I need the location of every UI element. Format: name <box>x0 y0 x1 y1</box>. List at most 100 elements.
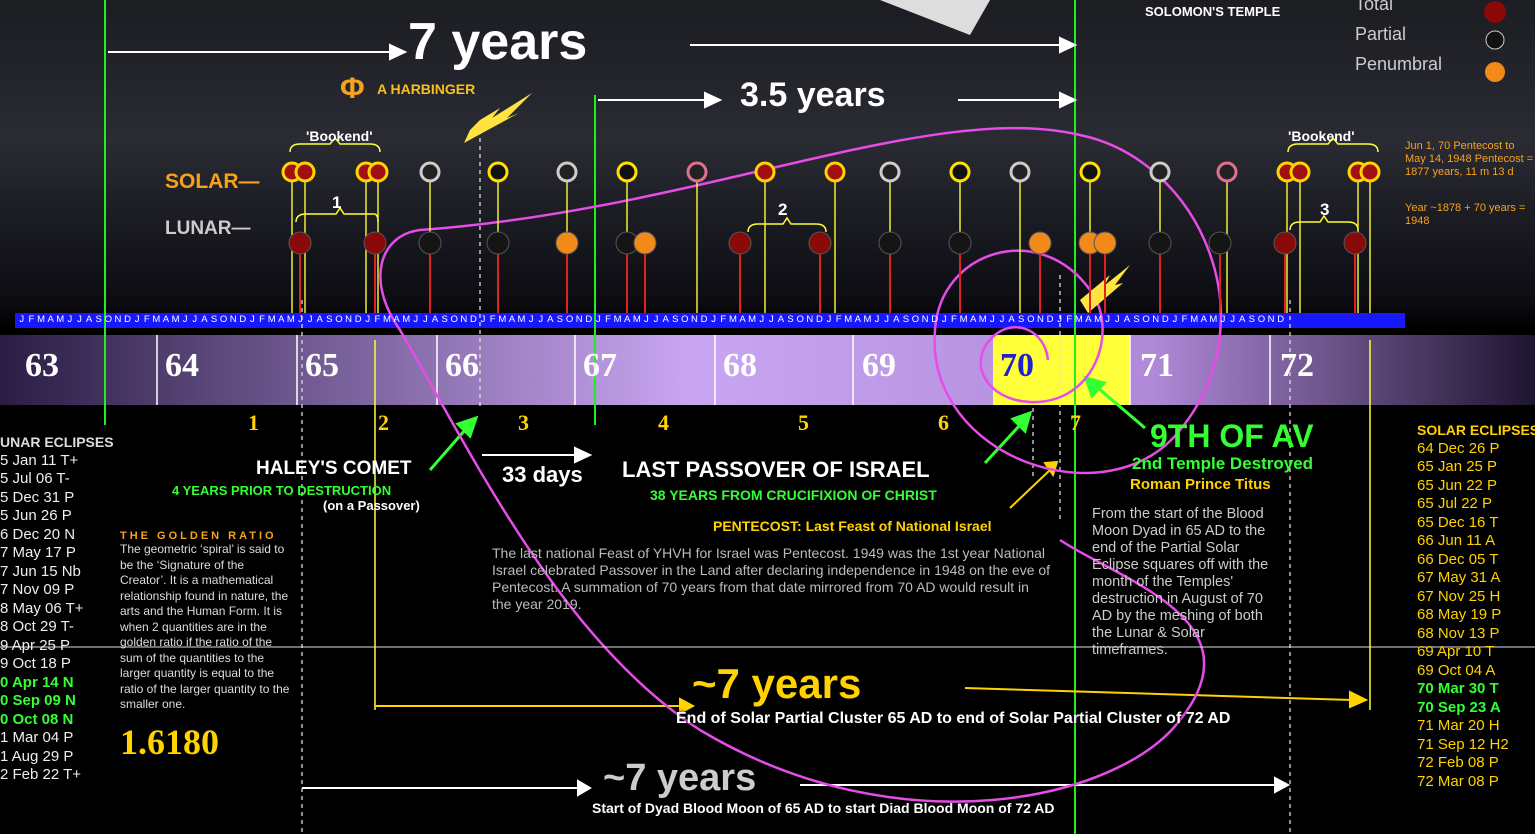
month-letter: F <box>489 314 496 325</box>
month-letter: M <box>748 314 757 325</box>
month-letter: M <box>1209 314 1218 325</box>
solar-item: 66 Dec 05 T <box>1417 550 1499 568</box>
lunar-eclipse <box>288 231 312 255</box>
year-label: 65 <box>305 347 339 384</box>
month-letter: O <box>104 314 112 325</box>
solar-list: SOLAR ECLIPSES 64 Dec 26 P 65 Jan 25 P 65 … <box>1417 421 1535 791</box>
month-letter: S <box>326 314 333 325</box>
lunar-item: 0 Apr 14 N <box>0 673 74 691</box>
month-letter: S <box>441 314 448 325</box>
month-letter: A <box>969 314 977 325</box>
month-letter: J <box>365 314 371 325</box>
month-letter: S <box>787 314 794 325</box>
month-letter: J <box>182 314 188 325</box>
days: 33 days <box>502 462 583 487</box>
month-letter: M <box>171 314 180 325</box>
av-text: From the start of the Blood Moon Dyad in… <box>1092 506 1269 658</box>
solar-item: 71 Sep 12 H2 <box>1417 735 1509 753</box>
month-letter: O <box>796 314 804 325</box>
av-title: 9TH OF AV <box>1150 418 1314 454</box>
solar-eclipse <box>487 161 509 183</box>
solar-eclipse <box>1289 161 1311 183</box>
span1-sub: End of Solar Partial Cluster 65 AD to en… <box>676 710 1231 727</box>
solar-eclipse <box>1079 161 1101 183</box>
solar-item: 69 Apr 10 T <box>1417 643 1495 660</box>
year-count: 7 <box>1070 410 1081 435</box>
month-letter: A <box>316 314 323 325</box>
month-letter: M <box>728 314 737 325</box>
month-letter: J <box>826 314 832 325</box>
lunar-item: 9 Oct 18 P <box>0 655 71 672</box>
solar-label: SOLAR— <box>165 170 260 193</box>
month-letter: S <box>902 314 910 325</box>
month-letter: O <box>219 314 228 325</box>
month-letter: O <box>1027 314 1035 325</box>
lunar-item: 7 Jun 15 Nb <box>0 562 81 580</box>
month-letter: M <box>56 314 65 325</box>
month-letter: O <box>450 314 458 325</box>
year-label: 72 <box>1280 347 1314 384</box>
lunar-eclipse <box>728 231 752 255</box>
pentecost-title: PENTECOST: Last Feast of National Israel <box>713 518 992 534</box>
lunar-item: 6 Dec 20 N <box>0 525 76 543</box>
solar-item: 68 May 19 P <box>1417 606 1502 623</box>
pentecost-span-note: Jun 1, 70 Pentecost to May 14, 1948 Pent… <box>1405 140 1534 178</box>
month-letter: D <box>1161 314 1169 325</box>
month-letter: F <box>720 314 727 325</box>
month-letter: A <box>201 314 208 325</box>
month-letter: A <box>893 314 900 325</box>
lunar-item: 7 Nov 09 P <box>0 581 75 598</box>
solar-item: 72 Mar 08 P <box>1417 772 1499 790</box>
pentecost-text: The last national Feast of YHVH for Isra… <box>492 545 1051 612</box>
month-letter: M <box>498 314 507 325</box>
solar-item: 70 Sep 23 A <box>1417 698 1501 716</box>
lunar-item: 0 Sep 09 N <box>0 692 76 709</box>
month-letter: A <box>547 314 554 325</box>
year-count: 4 <box>658 410 669 435</box>
month-letter: N <box>691 314 698 325</box>
month-letter: F <box>1181 314 1188 325</box>
month-letter: F <box>951 314 957 325</box>
year-sum-note: Year ~1878 + 70 years = 1948 <box>1405 202 1526 227</box>
solar-eclipse <box>419 161 441 183</box>
month-letter: J <box>595 314 601 325</box>
solar-eclipse <box>556 161 578 183</box>
lunar-list: UNAR ECLIPSES 5 Jan 11 T+ 5 Jul 06 T- 5 De… <box>0 433 114 785</box>
month-letter: A <box>431 314 439 325</box>
solar-item: 67 May 31 A <box>1417 569 1501 586</box>
month-letter: A <box>1200 314 1207 325</box>
lunar-eclipse <box>1343 231 1367 255</box>
span2-title: ~7 years <box>603 757 757 799</box>
month-letter: O <box>1142 314 1150 325</box>
solar-eclipse <box>616 161 638 183</box>
month-strip <box>15 313 1405 328</box>
brace-number: 3 <box>1320 200 1330 219</box>
lunar-eclipse <box>1273 231 1297 255</box>
month-letter: N <box>1152 314 1160 325</box>
golden-title: THE GOLDEN RATIO <box>120 530 277 542</box>
passover-sub: 38 YEARS FROM CRUCIFIXION OF CHRIST <box>650 487 937 503</box>
lunar-eclipse <box>363 231 387 255</box>
month-letter: J <box>413 314 419 325</box>
solar-item: 72 Feb 08 P <box>1417 754 1499 771</box>
year-count: 3 <box>518 410 529 435</box>
lunar-item: 5 Jun 26 P <box>0 507 72 524</box>
month-letter: M <box>1094 314 1103 325</box>
solar-item: 66 Jun 11 A <box>1417 532 1496 549</box>
month-letter: F <box>143 314 150 325</box>
year-label: 68 <box>723 347 757 384</box>
year-count: 2 <box>378 410 389 435</box>
lunar-eclipse <box>418 231 442 255</box>
month-letter: J <box>423 314 428 325</box>
month-letter: A <box>162 314 170 325</box>
temple-icon <box>880 0 990 35</box>
month-letter: J <box>999 314 1005 325</box>
month-letter: A <box>662 314 669 325</box>
golden-ratio: THE GOLDEN RATIO The geometric ‘spiral’ … <box>120 530 290 763</box>
lunar-eclipse <box>948 231 972 255</box>
year-label: 67 <box>583 347 617 384</box>
month-letter: S <box>1018 314 1025 325</box>
year-bar <box>0 335 1535 405</box>
lunar-item: 7 May 17 P <box>0 544 76 561</box>
